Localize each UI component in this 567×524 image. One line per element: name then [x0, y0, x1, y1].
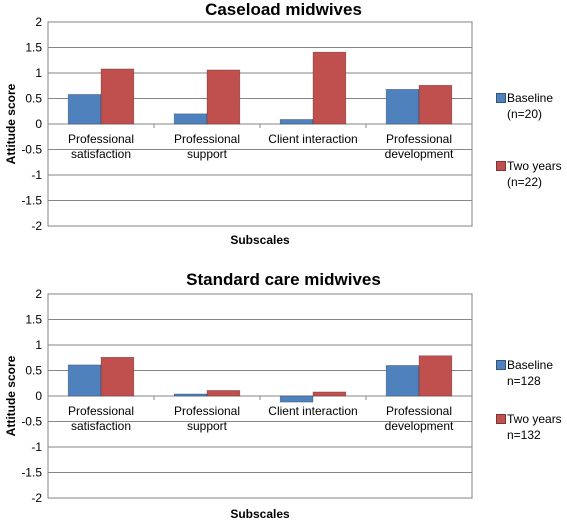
x-tick-label-line: Professional	[68, 404, 134, 418]
y-tick-label: 0	[35, 117, 42, 131]
x-tick-label: Professional support	[174, 404, 240, 433]
x-tick-label-line: satisfaction	[71, 147, 131, 161]
bar	[173, 393, 208, 397]
y-tick-label: 2	[35, 287, 42, 301]
x-tick-label: Client interaction	[268, 132, 357, 146]
legend-swatch-two-years	[496, 414, 506, 424]
x-tick-label: Professional satisfaction	[68, 404, 134, 433]
x-tick-label: Professional support	[174, 132, 240, 161]
y-tick-label: 2	[35, 15, 42, 29]
bar	[312, 391, 347, 397]
y-tick-label: -0.5	[21, 415, 42, 429]
y-tick-label: 1	[35, 66, 42, 80]
x-tick-label: Professional satisfaction	[68, 132, 134, 161]
bar	[418, 84, 453, 125]
y-tick-label: 0	[35, 389, 42, 403]
y-tick-label: -1.5	[21, 194, 42, 208]
bar	[67, 364, 102, 397]
x-tick-label: Professional development	[385, 404, 454, 433]
y-tick-label: 1.5	[25, 313, 42, 327]
y-tick-label: 1.5	[25, 41, 42, 55]
bar	[279, 119, 314, 125]
y-tick-label: 0.5	[25, 92, 42, 106]
bar	[100, 68, 135, 125]
x-tick-label-line: Professional	[174, 132, 240, 146]
legend-label-baseline: Baseline n=128	[507, 358, 554, 388]
x-tick-label: Client interaction	[268, 404, 357, 418]
chart-title: Caseload midwives	[205, 0, 362, 19]
bar	[100, 356, 135, 397]
x-tick-label-line: Client interaction	[268, 132, 357, 146]
y-tick-label: -1	[31, 440, 42, 454]
bar	[206, 390, 241, 397]
y-axis-title: Attitude score	[4, 355, 18, 436]
chart-standard-care: Standard care midwives 2 1.5 1 0.5 0 -0.5 -1 -1…	[0, 270, 567, 524]
chart-title: Standard care midwives	[186, 270, 381, 289]
x-tick-label-line: Professional	[386, 404, 452, 418]
y-axis-title: Attitude score	[4, 83, 18, 164]
legend-swatch-baseline	[496, 360, 506, 370]
y-tick-label: 1	[35, 338, 42, 352]
x-tick-label-line: Client interaction	[268, 404, 357, 418]
bar	[173, 113, 208, 125]
x-axis-title: Subscales	[230, 507, 290, 521]
y-tick-label: 0.5	[25, 364, 42, 378]
y-tick-label: -0.5	[21, 143, 42, 157]
legend-swatch-two-years	[496, 161, 506, 171]
bar	[279, 395, 314, 403]
legend-swatch-baseline	[496, 93, 506, 103]
x-tick-label: Professional development	[385, 132, 454, 161]
x-tick-label-line: satisfaction	[71, 419, 131, 433]
legend-label-two-years: Two years (n=22)	[507, 159, 562, 189]
bar	[418, 355, 453, 397]
bar	[385, 89, 420, 125]
x-tick-label-line: development	[385, 147, 454, 161]
bar	[206, 69, 241, 125]
x-axis-title: Subscales	[230, 233, 290, 247]
x-tick-label-line: Professional	[174, 404, 240, 418]
y-tick-label: -2	[31, 219, 42, 233]
y-tick-label: -1.5	[21, 466, 42, 480]
legend-label-two-years: Two years n=132	[507, 412, 562, 442]
chart-caseload: Caseload midwives 2 1.5 1 0.5 0 -0.5 -1 -1.5 -2 P…	[0, 0, 567, 252]
x-tick-label-line: support	[187, 147, 228, 161]
bar	[312, 51, 347, 125]
bar	[385, 365, 420, 397]
y-tick-label: -2	[31, 491, 42, 505]
legend-label-baseline: Baseline (n=20)	[507, 91, 554, 121]
x-tick-label-line: Professional	[386, 132, 452, 146]
x-tick-label-line: development	[385, 419, 454, 433]
bar	[67, 94, 102, 125]
x-tick-label-line: support	[187, 419, 228, 433]
y-tick-label: -1	[31, 168, 42, 182]
x-tick-label-line: Professional	[68, 132, 134, 146]
